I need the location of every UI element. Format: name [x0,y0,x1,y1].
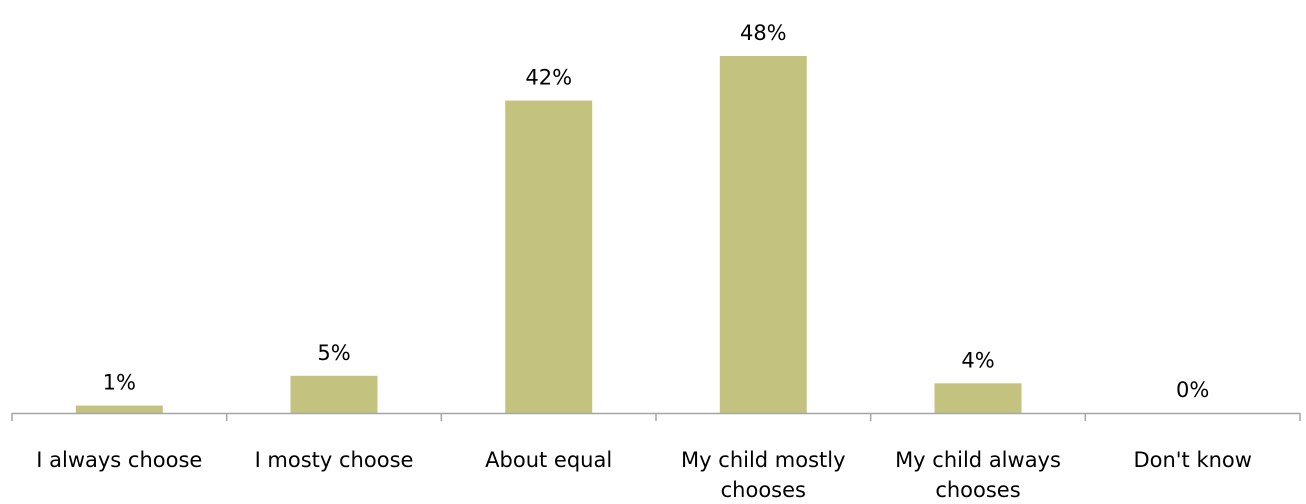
bar-1 [290,375,378,413]
x-tick-label-line: I mosty choose [255,448,414,472]
data-label-5: 0% [1176,378,1209,402]
bar-4 [934,383,1022,414]
bars-group [75,56,1022,414]
bar-2 [505,100,593,413]
x-tick-labels-group: I always choose I mosty choose About equal… [36,448,1252,502]
x-tick-label-1: I mosty choose [255,448,414,472]
x-tick-label-0: I always choose [36,448,202,472]
data-label-0: 1% [103,371,136,395]
x-tick-label-2: About equal [485,448,612,472]
x-tick-label-line: I always choose [36,448,202,472]
x-tick-label-line: Don't know [1133,448,1252,472]
x-axis [11,412,1301,421]
x-tick-label-line: My child mostly [681,448,846,472]
x-tick-label-line: chooses [935,478,1020,502]
x-tick-label-3: My child mostly chooses [681,448,846,502]
data-label-1: 5% [317,341,350,365]
x-tick-label-line: About equal [485,448,612,472]
data-label-4: 4% [961,348,994,372]
x-tick-label-line: chooses [721,478,806,502]
bar-3 [719,56,807,413]
x-tick-label-line: My child always [895,448,1061,472]
data-label-3: 48% [740,21,787,45]
data-label-2: 42% [525,66,572,90]
bar-0 [75,405,163,413]
x-tick-label-5: Don't know [1133,448,1252,472]
x-tick-label-4: My child always chooses [895,448,1061,502]
data-labels-group: 1% 5% 42% 48% 4% 0% [103,21,1210,402]
